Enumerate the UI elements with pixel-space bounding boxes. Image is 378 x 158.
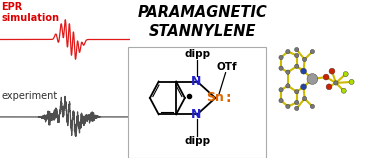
Circle shape <box>302 57 307 62</box>
Text: EPR
simulation: EPR simulation <box>1 2 59 23</box>
Text: dipp: dipp <box>184 49 210 59</box>
Circle shape <box>286 70 290 74</box>
Text: N: N <box>191 75 202 88</box>
Circle shape <box>279 66 283 70</box>
Circle shape <box>323 74 329 80</box>
Text: :: : <box>225 91 231 105</box>
Circle shape <box>301 84 307 90</box>
Circle shape <box>294 100 299 105</box>
Circle shape <box>301 68 307 74</box>
Circle shape <box>286 49 290 54</box>
Text: STANNYLENE: STANNYLENE <box>149 24 256 39</box>
Circle shape <box>279 88 283 92</box>
Circle shape <box>294 90 299 94</box>
Text: N: N <box>191 108 202 121</box>
Circle shape <box>279 55 283 60</box>
Circle shape <box>286 84 290 88</box>
Circle shape <box>341 88 346 93</box>
Text: Sn: Sn <box>206 91 224 104</box>
Text: experiment: experiment <box>1 91 57 101</box>
Circle shape <box>294 106 299 111</box>
Circle shape <box>307 74 318 84</box>
Circle shape <box>310 104 314 109</box>
Circle shape <box>343 72 348 77</box>
Circle shape <box>294 53 299 58</box>
Circle shape <box>294 47 299 52</box>
Circle shape <box>329 68 335 74</box>
Circle shape <box>294 64 299 68</box>
Circle shape <box>302 96 307 101</box>
Circle shape <box>334 81 338 85</box>
Circle shape <box>310 49 314 54</box>
Circle shape <box>326 84 332 90</box>
Text: OTf: OTf <box>217 62 237 72</box>
FancyBboxPatch shape <box>128 47 266 158</box>
Text: PARAMAGNETIC: PARAMAGNETIC <box>138 5 267 20</box>
Circle shape <box>279 98 283 103</box>
Circle shape <box>286 104 290 109</box>
Circle shape <box>349 79 354 85</box>
Text: dipp: dipp <box>184 137 210 146</box>
